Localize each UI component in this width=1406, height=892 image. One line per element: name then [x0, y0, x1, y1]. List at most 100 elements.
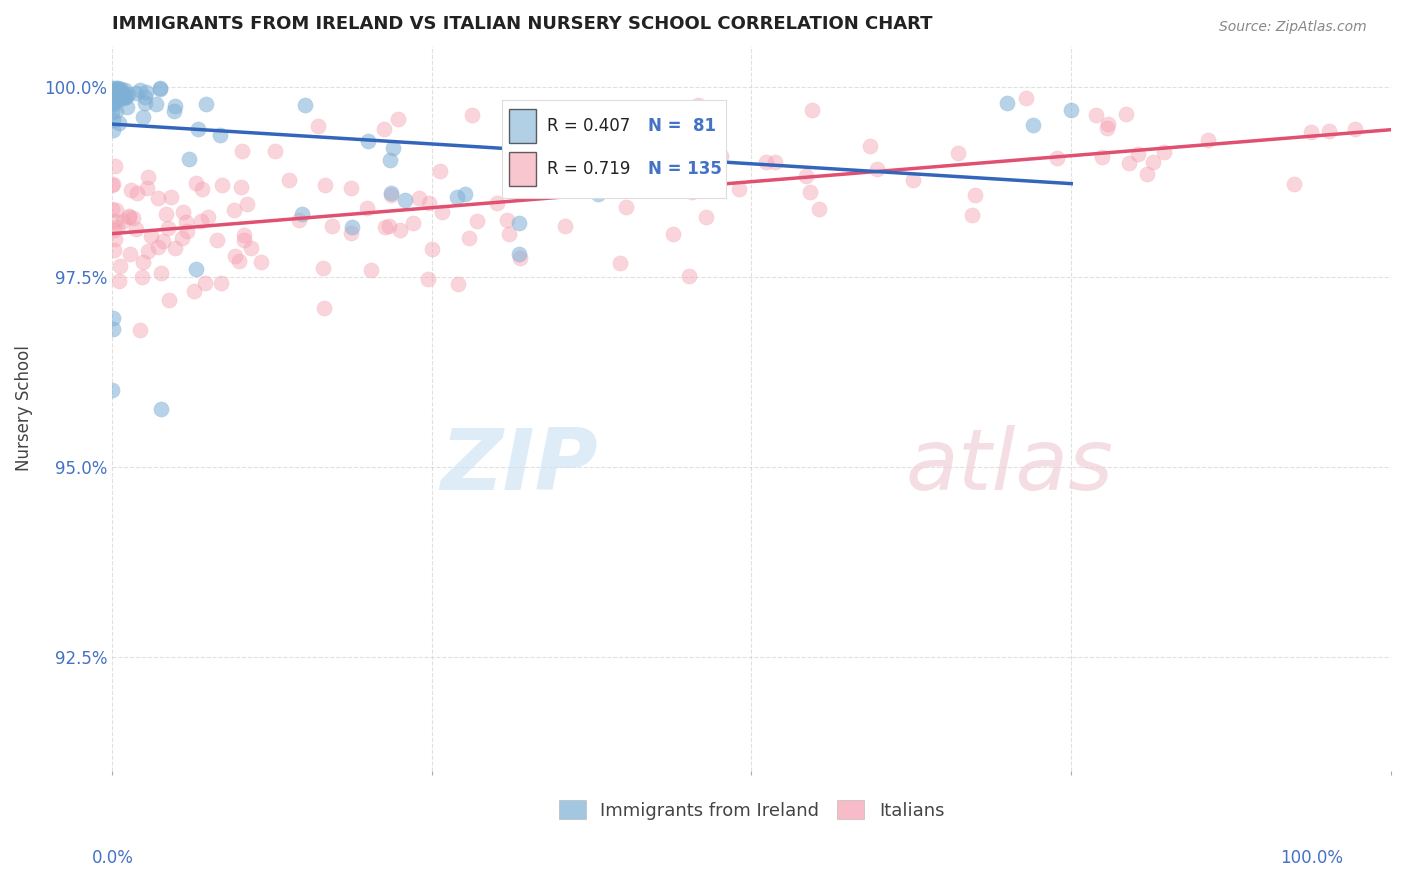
Point	[614, 200, 637, 214]
Point	[321, 219, 343, 233]
Point	[1046, 151, 1069, 165]
Point	[1115, 107, 1137, 121]
Point	[125, 186, 148, 201]
Point	[111, 214, 134, 228]
Point	[101, 93, 124, 107]
Point	[135, 85, 157, 99]
Point	[105, 90, 128, 104]
Point	[360, 262, 382, 277]
Point	[373, 122, 395, 136]
Point	[387, 112, 409, 126]
Point	[172, 231, 194, 245]
Point	[112, 87, 135, 102]
Point	[134, 90, 156, 104]
Point	[101, 81, 124, 95]
Point	[524, 159, 547, 173]
Point	[131, 270, 153, 285]
Point	[420, 242, 443, 256]
Point	[114, 89, 136, 103]
Point	[554, 219, 576, 233]
Point	[120, 183, 142, 197]
Point	[231, 145, 253, 159]
Point	[291, 207, 314, 221]
Point	[249, 255, 271, 269]
Point	[105, 90, 128, 104]
Point	[457, 231, 479, 245]
Point	[112, 90, 135, 104]
Point	[148, 190, 170, 204]
Point	[156, 221, 179, 235]
Point	[104, 86, 127, 100]
Point	[174, 215, 197, 229]
Point	[356, 202, 378, 216]
Point	[209, 128, 232, 143]
Point	[294, 98, 316, 112]
Point	[117, 87, 139, 102]
Point	[678, 268, 700, 283]
Point	[190, 214, 212, 228]
Point	[1343, 122, 1365, 136]
Point	[446, 190, 468, 204]
Point	[799, 186, 821, 200]
Point	[104, 231, 127, 245]
Point	[108, 87, 131, 101]
Point	[118, 210, 141, 224]
Point	[312, 301, 335, 315]
Point	[145, 96, 167, 111]
Point	[394, 193, 416, 207]
Point	[709, 149, 731, 163]
Point	[205, 233, 228, 247]
Text: 0.0%: 0.0%	[91, 849, 134, 867]
Point	[101, 177, 124, 191]
Point	[114, 89, 136, 103]
Point	[1095, 120, 1118, 135]
Point	[136, 181, 159, 195]
Point	[357, 134, 380, 148]
Point	[184, 261, 207, 276]
Point	[240, 241, 263, 255]
Y-axis label: Nursery School: Nursery School	[15, 345, 32, 471]
Point	[149, 81, 172, 95]
Point	[307, 119, 329, 133]
Point	[101, 383, 124, 397]
Point	[228, 253, 250, 268]
Point	[340, 180, 363, 194]
Point	[101, 105, 124, 120]
Point	[155, 207, 177, 221]
Point	[1299, 125, 1322, 139]
Point	[1015, 91, 1038, 105]
Point	[1142, 155, 1164, 169]
Point	[681, 185, 703, 199]
Point	[104, 87, 127, 102]
Point	[277, 172, 299, 186]
Point	[107, 93, 129, 107]
Point	[125, 222, 148, 236]
Point	[195, 97, 218, 112]
Point	[222, 202, 245, 217]
Point	[485, 195, 508, 210]
Point	[191, 182, 214, 196]
Point	[112, 90, 135, 104]
Point	[314, 178, 336, 193]
Point	[901, 173, 924, 187]
Point	[1282, 177, 1305, 191]
Point	[101, 83, 124, 97]
Point	[136, 244, 159, 258]
Point	[108, 116, 131, 130]
Point	[340, 219, 363, 234]
Point	[101, 86, 124, 100]
Point	[152, 235, 174, 249]
Point	[543, 136, 565, 151]
Text: atlas: atlas	[905, 425, 1114, 508]
Point	[211, 178, 233, 192]
Point	[509, 252, 531, 266]
Point	[1085, 108, 1108, 122]
Point	[1097, 117, 1119, 131]
Point	[104, 159, 127, 173]
Point	[103, 85, 125, 99]
Point	[115, 100, 138, 114]
Point	[946, 146, 969, 161]
Point	[159, 190, 181, 204]
Point	[1060, 103, 1083, 118]
Text: IMMIGRANTS FROM IRELAND VS ITALIAN NURSERY SCHOOL CORRELATION CHART: IMMIGRANTS FROM IRELAND VS ITALIAN NURSE…	[112, 15, 932, 33]
